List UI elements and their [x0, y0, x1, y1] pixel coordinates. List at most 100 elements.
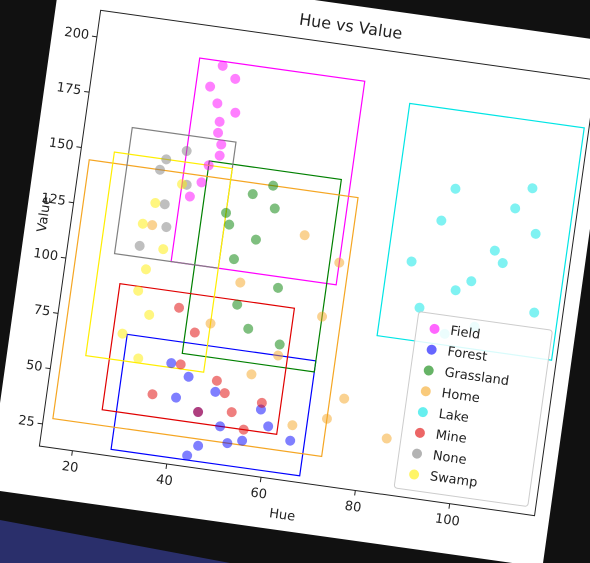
legend-label: Forest	[446, 344, 488, 364]
y-tick	[60, 256, 66, 259]
point	[339, 393, 350, 404]
point	[213, 127, 224, 138]
point	[196, 177, 207, 188]
legend-label: Swamp	[429, 469, 478, 491]
y-tick-label: 100	[32, 246, 59, 264]
y-axis-label: Value	[35, 196, 55, 233]
point	[243, 323, 254, 334]
point	[177, 179, 188, 190]
point	[217, 60, 228, 71]
y-tick	[84, 90, 90, 93]
y-tick	[45, 367, 51, 370]
point	[228, 254, 239, 265]
legend-label: Mine	[435, 428, 468, 447]
point	[334, 257, 345, 268]
point	[214, 150, 225, 161]
legend-marker	[417, 407, 428, 418]
x-tick-label: 80	[344, 499, 362, 516]
y-tick	[37, 422, 43, 425]
point	[230, 73, 241, 84]
point	[230, 107, 241, 118]
y-tick-label: 25	[17, 413, 35, 430]
x-tick	[354, 490, 356, 496]
y-tick-label: 150	[48, 135, 75, 153]
legend-label: None	[432, 448, 468, 468]
point	[466, 276, 477, 287]
class-box	[170, 57, 366, 286]
x-tick-label: 60	[249, 485, 267, 502]
x-tick	[259, 477, 262, 483]
point	[205, 81, 216, 92]
point	[530, 228, 541, 239]
point	[222, 438, 233, 449]
point	[497, 258, 508, 269]
point	[183, 371, 194, 382]
point	[274, 339, 285, 350]
point	[224, 219, 235, 230]
y-tick	[53, 312, 59, 314]
point	[166, 358, 177, 369]
point	[161, 222, 172, 233]
point	[450, 183, 461, 194]
point	[158, 244, 169, 255]
x-axis-label: Hue	[268, 506, 296, 524]
point	[140, 264, 151, 275]
point	[215, 421, 226, 432]
x-tick-label: 20	[61, 459, 79, 476]
legend-marker	[423, 365, 434, 376]
point	[147, 389, 158, 400]
point	[133, 353, 144, 364]
point	[381, 433, 392, 444]
point	[263, 421, 274, 432]
point	[214, 116, 225, 127]
point	[247, 189, 258, 200]
point	[232, 299, 243, 310]
point	[273, 350, 284, 361]
point	[299, 230, 310, 241]
point	[237, 435, 248, 446]
point	[269, 203, 280, 214]
point	[238, 424, 249, 435]
class-box	[101, 283, 296, 435]
point	[161, 154, 172, 165]
point	[317, 311, 328, 322]
y-tick	[76, 146, 82, 148]
point	[193, 440, 204, 451]
point	[134, 240, 145, 251]
point	[250, 234, 261, 245]
point	[226, 407, 237, 418]
point	[203, 160, 214, 171]
point	[181, 145, 192, 156]
x-tick	[165, 463, 168, 469]
point	[529, 307, 540, 318]
point	[527, 183, 538, 194]
y-tick	[91, 35, 97, 38]
legend-label: Lake	[438, 407, 470, 426]
y-tick-label: 125	[40, 191, 67, 209]
legend-label: Home	[441, 386, 481, 406]
point	[137, 218, 148, 229]
legend-marker	[426, 344, 437, 355]
point	[219, 388, 230, 399]
y-tick-label: 175	[56, 80, 83, 98]
y-tick-label: 50	[25, 358, 43, 375]
legend-marker	[412, 448, 423, 459]
class-box	[181, 160, 343, 373]
point	[182, 450, 193, 461]
point	[287, 420, 298, 431]
x-tick	[71, 450, 73, 456]
x-tick	[448, 503, 451, 509]
legend-marker	[414, 427, 425, 438]
point	[246, 369, 257, 380]
point	[212, 98, 223, 109]
point	[221, 207, 232, 218]
point	[436, 215, 447, 226]
point	[154, 164, 165, 175]
legend-marker	[429, 323, 440, 334]
point	[174, 302, 185, 313]
point	[256, 397, 267, 408]
y-tick	[68, 201, 74, 204]
